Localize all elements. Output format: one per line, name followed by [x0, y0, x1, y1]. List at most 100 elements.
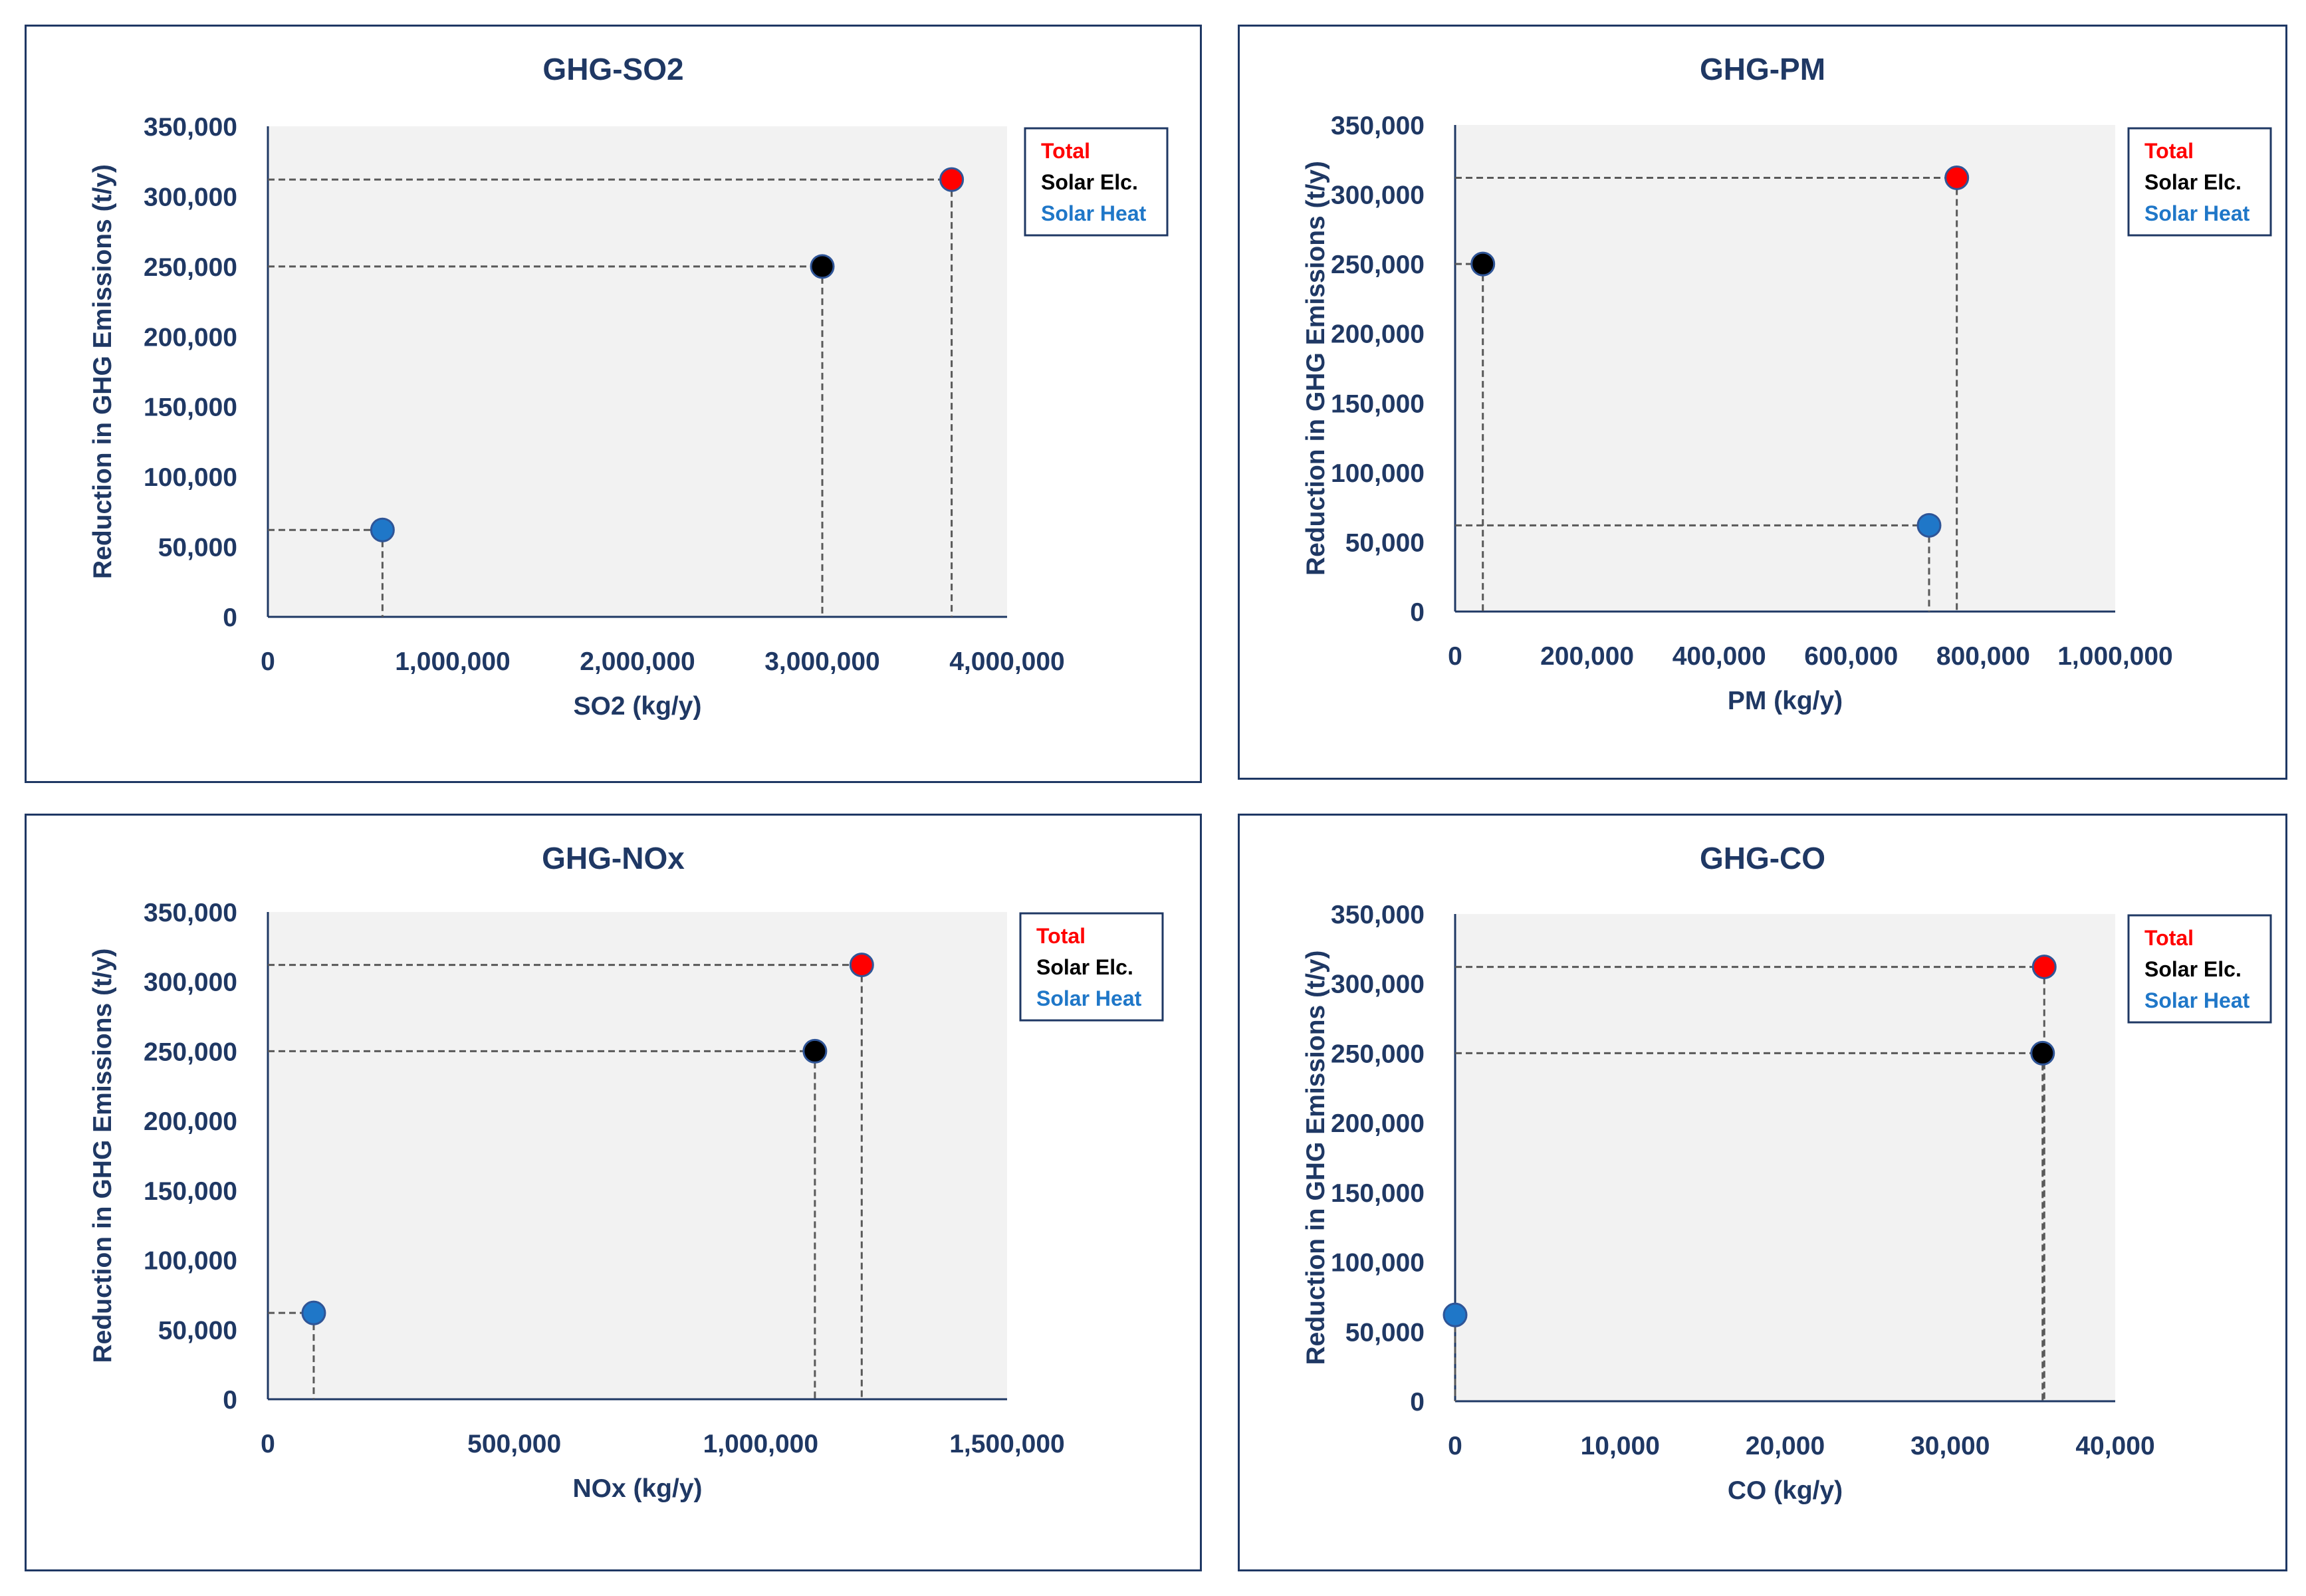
legend-entry-solar-heat: Solar Heat	[2144, 988, 2250, 1012]
y-tick-label: 350,000	[1331, 901, 1425, 929]
y-tick-label: 0	[223, 604, 237, 632]
x-tick-label: 600,000	[1804, 642, 1898, 671]
x-tick-label: 0	[1448, 1432, 1462, 1460]
y-tick-label: 150,000	[1331, 1179, 1425, 1208]
y-tick-label: 50,000	[158, 534, 237, 562]
legend-entry-total: Total	[1036, 924, 1086, 948]
legend-box	[1024, 127, 1169, 237]
x-tick-label: 10,000	[1581, 1432, 1660, 1460]
y-axis-label: Reduction in GHG Emissions (t/y)	[1302, 161, 1330, 576]
x-axis-label: NOx (kg/y)	[572, 1474, 702, 1503]
y-tick-label: 100,000	[1331, 459, 1425, 488]
legend: Total Solar Elc. Solar Heat	[1019, 912, 1164, 1022]
data-point-solar-elc	[1470, 251, 1496, 277]
x-tick-label: 3,000,000	[764, 647, 880, 676]
data-point-total	[2031, 955, 2057, 980]
plot-area	[1455, 914, 2115, 1401]
y-tick-label: 150,000	[144, 394, 237, 422]
y-tick-label: 50,000	[158, 1316, 237, 1345]
x-tick-label: 200,000	[1540, 642, 1634, 671]
legend-entry-solar-elc: Solar Elc.	[1041, 170, 1138, 194]
y-tick-label: 0	[1410, 1388, 1425, 1417]
chart-svg: GHG-NOx 0 50,000 100,000 150,000 200,000 250,0…	[88, 841, 1164, 1503]
chart-svg: GHG-PM 0 50,000 100,000 150,000 200,000 250,00…	[1302, 52, 2272, 715]
y-tick-label: 300,000	[1331, 970, 1425, 999]
chart-panel-ghg-so2: GHG-SO2 0 50,000 100,000 150,000 200,000 250,0…	[25, 25, 1202, 783]
legend: Total Solar Elc. Solar Heat	[2127, 914, 2272, 1024]
x-tick-label: 1,000,000	[703, 1430, 819, 1458]
y-tick-label: 100,000	[144, 463, 237, 492]
data-point-total	[939, 167, 965, 192]
plot-area	[268, 126, 1007, 617]
y-tick-label: 350,000	[144, 899, 237, 927]
y-axis-label: Reduction in GHG Emissions (t/y)	[1302, 950, 1330, 1365]
x-tick-label: 1,000,000	[2057, 642, 2173, 671]
legend: Total Solar Elc. Solar Heat	[1024, 127, 1169, 237]
legend: Total Solar Elc. Solar Heat	[2127, 127, 2272, 237]
y-tick-label: 200,000	[1331, 320, 1425, 349]
y-axis-label: Reduction in GHG Emissions (t/y)	[88, 164, 117, 579]
x-tick-label: 30,000	[1910, 1432, 1990, 1460]
legend-entry-solar-heat: Solar Heat	[1041, 201, 1147, 225]
legend-entry-solar-elc: Solar Elc.	[2144, 170, 2242, 194]
x-axis-label: PM (kg/y)	[1728, 687, 1843, 715]
y-tick-label: 150,000	[1331, 390, 1425, 418]
y-tick-label: 250,000	[1331, 251, 1425, 279]
x-tick-label: 0	[1448, 642, 1462, 671]
data-point-solar-heat	[370, 517, 395, 542]
y-tick-label: 200,000	[144, 323, 237, 352]
x-tick-label: 2,000,000	[580, 647, 695, 676]
legend-entry-solar-elc: Solar Elc.	[2144, 957, 2242, 981]
legend-entry-total: Total	[2144, 139, 2194, 163]
legend-entry-total: Total	[1041, 139, 1090, 163]
y-axis-label: Reduction in GHG Emissions (t/y)	[88, 948, 117, 1363]
legend-box	[2127, 914, 2272, 1024]
chart-panel-ghg-co: GHG-CO 0 50,000 100,000 150,000 200,000 250,00…	[1238, 814, 2287, 1571]
x-tick-label: 500,000	[467, 1430, 561, 1458]
x-tick-label: 20,000	[1746, 1432, 1825, 1460]
chart-panel-ghg-pm: GHG-PM 0 50,000 100,000 150,000 200,000 250,00…	[1238, 25, 2287, 780]
data-point-solar-elc	[2030, 1040, 2055, 1066]
y-tick-label: 100,000	[1331, 1249, 1425, 1278]
y-tick-label: 250,000	[1331, 1040, 1425, 1068]
legend-entry-solar-heat: Solar Heat	[1036, 986, 1142, 1010]
data-point-solar-heat	[301, 1300, 326, 1325]
chart-title: GHG-CO	[1700, 841, 1825, 875]
x-tick-label: 400,000	[1672, 642, 1766, 671]
plot-area	[1455, 125, 2115, 612]
data-point-solar-elc	[810, 254, 835, 279]
data-point-solar-heat	[1916, 513, 1942, 538]
y-tick-label: 200,000	[1331, 1109, 1425, 1138]
data-point-total	[1944, 165, 1970, 190]
x-axis-label: CO (kg/y)	[1728, 1476, 1843, 1505]
y-tick-label: 50,000	[1345, 528, 1425, 557]
data-point-total	[849, 953, 874, 978]
x-tick-label: 40,000	[2075, 1432, 2154, 1460]
y-tick-label: 350,000	[1331, 112, 1425, 140]
y-tick-label: 100,000	[144, 1247, 237, 1276]
chart-panel-ghg-nox: GHG-NOx 0 50,000 100,000 150,000 200,000 250,0…	[25, 814, 1202, 1571]
y-tick-label: 250,000	[144, 253, 237, 282]
y-tick-label: 50,000	[1345, 1318, 1425, 1347]
chart-title: GHG-SO2	[542, 52, 683, 86]
legend-entry-solar-elc: Solar Elc.	[1036, 955, 1133, 979]
plot-area	[268, 912, 1007, 1399]
y-tick-label: 300,000	[144, 969, 237, 997]
chart-svg: GHG-CO 0 50,000 100,000 150,000 200,000 250,00…	[1302, 841, 2272, 1505]
y-tick-label: 150,000	[144, 1177, 237, 1206]
x-tick-label: 0	[261, 1430, 275, 1458]
y-tick-label: 250,000	[144, 1038, 237, 1066]
y-tick-label: 300,000	[144, 183, 237, 211]
chart-title: GHG-NOx	[542, 841, 685, 875]
legend-entry-total: Total	[2144, 926, 2194, 950]
x-axis-label: SO2 (kg/y)	[574, 692, 702, 721]
x-tick-label: 1,000,000	[395, 647, 511, 676]
y-tick-label: 200,000	[144, 1107, 237, 1136]
x-tick-label: 4,000,000	[949, 647, 1065, 676]
x-tick-label: 1,500,000	[949, 1430, 1065, 1458]
data-point-solar-elc	[802, 1038, 828, 1064]
legend-box	[2127, 127, 2272, 237]
x-tick-label: 0	[261, 647, 275, 676]
y-tick-label: 300,000	[1331, 181, 1425, 210]
data-point-solar-heat	[1442, 1302, 1468, 1327]
